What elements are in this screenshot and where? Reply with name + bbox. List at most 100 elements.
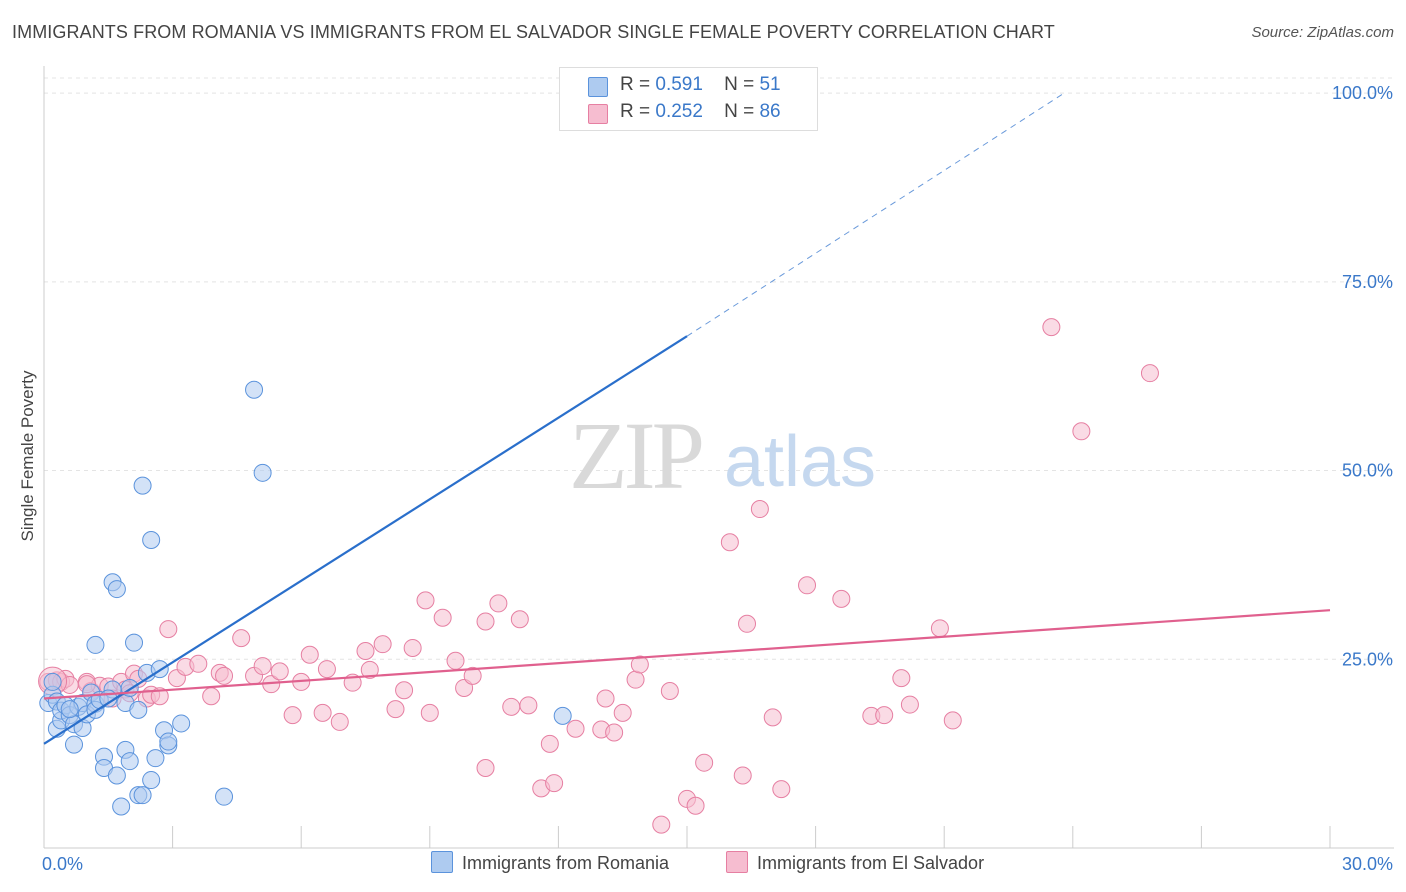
romania-swatch <box>588 77 608 97</box>
elsalvador-point <box>232 629 251 648</box>
romania-point <box>65 735 84 754</box>
elsalvador-point <box>566 719 585 738</box>
romania-point <box>133 476 152 495</box>
elsalvador-point <box>630 655 649 674</box>
elsalvador-point <box>832 589 851 608</box>
elsalvador-point <box>386 700 405 719</box>
romania-points <box>39 380 572 816</box>
romania-trend-extension <box>686 92 1065 337</box>
elsalvador-n-label: N = <box>724 101 755 122</box>
romania-point <box>172 714 191 733</box>
romania-point <box>142 771 161 790</box>
elsalvador-n-value: 86 <box>759 101 781 122</box>
source-label: Source: ZipAtlas.com <box>1251 24 1394 41</box>
elsalvador-point <box>270 662 289 681</box>
elsalvador-point <box>695 753 714 772</box>
romania-point <box>215 787 234 806</box>
romania-r-value: 0.591 <box>655 74 703 95</box>
axes <box>43 66 1394 849</box>
elsalvador-point <box>613 703 632 722</box>
elsalvador-point <box>660 681 679 700</box>
elsalvador-point <box>1042 318 1061 337</box>
romania-point <box>245 380 264 399</box>
elsalvador-point <box>772 780 791 799</box>
romania-trend-line <box>43 335 688 745</box>
elsalvador-point <box>875 706 894 725</box>
watermark-atlas: atlas <box>724 422 876 502</box>
y-tick-label: 25.0% <box>1342 649 1393 669</box>
elsalvador-point <box>189 654 208 673</box>
elsalvador-point <box>433 608 452 627</box>
elsalvador-point <box>416 591 435 610</box>
bottom-legend-elsalvador: Immigrants from El Salvador <box>726 851 984 874</box>
elsalvador-point <box>253 657 272 676</box>
romania-point <box>253 463 272 482</box>
y-tick-label: 75.0% <box>1342 272 1393 292</box>
watermark-zip: ZIP <box>569 402 702 509</box>
romania-point <box>142 531 161 549</box>
romania-point <box>553 706 572 725</box>
elsalvador-point <box>686 796 705 815</box>
romania-point <box>133 786 152 805</box>
romania-point <box>60 700 79 719</box>
elsalvador-point <box>446 651 465 670</box>
romania-point <box>112 797 131 816</box>
x-tick-label: 30.0% <box>1342 854 1393 874</box>
elsalvador-point <box>502 697 521 716</box>
elsalvador-point <box>317 660 336 679</box>
elsalvador-point <box>300 645 319 664</box>
y-tick-label: 100.0% <box>1332 83 1393 103</box>
elsalvador-point <box>330 712 349 731</box>
romania-r-label: R = <box>620 74 651 95</box>
elsalvador-point <box>596 689 615 708</box>
elsalvador-point <box>159 620 178 639</box>
elsalvador-point <box>900 695 919 714</box>
elsalvador-legend-swatch <box>726 851 748 873</box>
elsalvador-point <box>763 708 782 727</box>
elsalvador-trend-line <box>43 609 1331 700</box>
romania-point <box>146 749 165 768</box>
elsalvador-point <box>463 666 482 685</box>
elsalvador-legend-label: Immigrants from El Salvador <box>757 853 985 873</box>
romania-point <box>159 732 178 751</box>
elsalvador-point <box>750 500 769 519</box>
romania-point <box>129 700 148 719</box>
romania-legend-swatch <box>431 851 453 873</box>
romania-n-value: 51 <box>759 74 781 95</box>
elsalvador-point <box>395 681 414 700</box>
elsalvador-point <box>943 711 962 730</box>
x-tick-labels: 0.0% 30.0% <box>42 854 1393 874</box>
elsalvador-r-label: R = <box>620 101 651 122</box>
romania-n-label: N = <box>724 74 755 95</box>
elsalvador-point <box>283 706 302 725</box>
elsalvador-point <box>360 660 379 679</box>
elsalvador-point <box>215 666 234 685</box>
elsalvador-point <box>489 594 508 613</box>
elsalvador-point <box>313 703 332 722</box>
elsalvador-point <box>798 576 817 595</box>
stats-legend: R = 0.591 N = 51 R = 0.252 N = 86 <box>559 67 818 131</box>
elsalvador-point <box>519 696 538 715</box>
elsalvador-point <box>356 641 375 660</box>
elsalvador-point <box>738 614 757 633</box>
romania-point <box>86 635 105 654</box>
elsalvador-point <box>720 533 739 552</box>
elsalvador-point <box>150 687 169 706</box>
romania-legend-label: Immigrants from Romania <box>462 853 670 873</box>
elsalvador-points <box>38 318 1159 834</box>
watermark: ZIP atlas <box>569 402 876 509</box>
elsalvador-point <box>202 687 221 706</box>
elsalvador-point <box>1140 364 1159 383</box>
elsalvador-point <box>476 758 495 777</box>
grid-lines <box>44 77 1394 660</box>
romania-point <box>125 633 144 652</box>
trend-lines <box>43 92 1331 745</box>
elsalvador-point <box>733 766 752 785</box>
elsalvador-point <box>605 723 624 742</box>
elsalvador-r-value: 0.252 <box>655 101 703 122</box>
elsalvador-swatch <box>588 104 608 124</box>
romania-point <box>107 580 126 599</box>
y-axis-label: Single Female Poverty <box>18 370 37 542</box>
elsalvador-point <box>476 612 495 631</box>
